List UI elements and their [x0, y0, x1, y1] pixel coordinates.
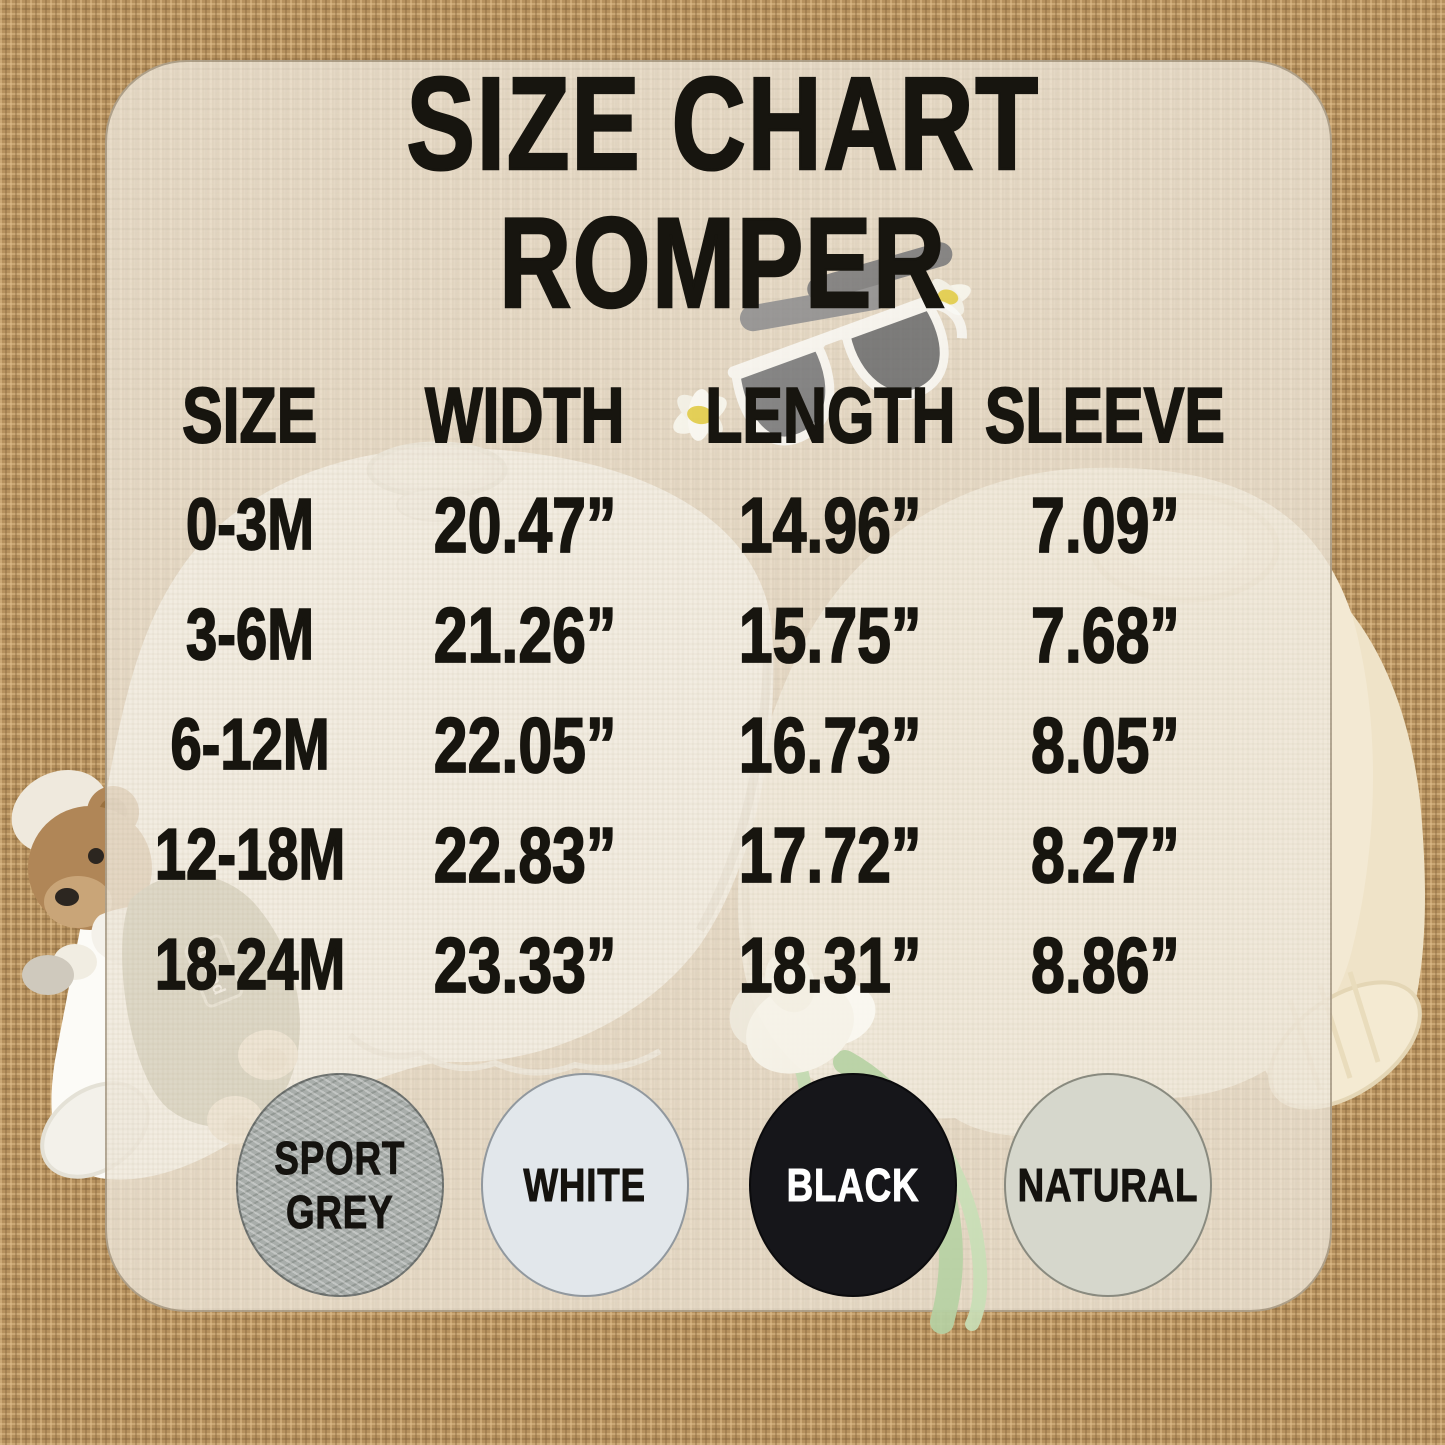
cell-length-0-3m: 14.96” [738, 480, 922, 570]
cell-size-3-6m: 3-6M [185, 594, 314, 676]
cell-width-18-24m: 23.33” [433, 920, 617, 1010]
column-header-width: WIDTH [425, 370, 626, 460]
cell-length-3-6m: 15.75” [738, 590, 922, 680]
cell-sleeve-6-12m: 8.05” [1030, 700, 1180, 790]
swatch-label-black: BLACK [786, 1159, 920, 1212]
color-swatch-white: WHITE [481, 1073, 689, 1297]
sunglasses-photo [727, 242, 967, 446]
column-header-size: SIZE [182, 370, 319, 460]
cell-width-6-12m: 22.05” [433, 700, 617, 790]
color-swatch-sport-grey: SPORT GREY [236, 1073, 444, 1297]
cell-sleeve-0-3m: 7.09” [1030, 480, 1180, 570]
cell-length-6-12m: 16.73” [738, 700, 922, 790]
cell-width-3-6m: 21.26” [433, 590, 617, 680]
color-swatch-black: BLACK [749, 1073, 957, 1297]
title-line-2: ROMPER [0, 192, 1445, 335]
column-header-sleeve: SLEEVE [984, 370, 1226, 460]
cell-size-0-3m: 0-3M [185, 484, 314, 566]
swatch-label-natural: NATURAL [1017, 1159, 1199, 1212]
cell-sleeve-18-24m: 8.86” [1030, 920, 1180, 1010]
swatch-label-sport-grey: SPORT GREY [274, 1132, 406, 1239]
cell-size-18-24m: 18-24M [154, 924, 346, 1006]
cell-sleeve-12-18m: 8.27” [1030, 810, 1180, 900]
cell-width-0-3m: 20.47” [433, 480, 617, 570]
cell-width-12-18m: 22.83” [433, 810, 617, 900]
cell-sleeve-3-6m: 7.68” [1030, 590, 1180, 680]
color-swatch-natural: NATURAL [1004, 1073, 1212, 1297]
swatch-label-white: WHITE [523, 1159, 647, 1212]
cell-size-6-12m: 6-12M [170, 704, 331, 786]
cell-length-12-18m: 17.72” [738, 810, 922, 900]
cell-size-12-18m: 12-18M [154, 814, 346, 896]
page-title: SIZE CHART ROMPER [0, 50, 1445, 335]
title-text-romper: ROMPER [498, 192, 947, 335]
title-line-1: SIZE CHART [0, 50, 1445, 197]
cell-length-18-24m: 18.31” [738, 920, 922, 1010]
column-header-length: LENGTH [704, 370, 956, 460]
title-text-size-chart: SIZE CHART [405, 50, 1040, 197]
size-table: SIZE WIDTH LENGTH SLEEVE 0-3M 20.47” 14.… [130, 360, 1230, 1020]
